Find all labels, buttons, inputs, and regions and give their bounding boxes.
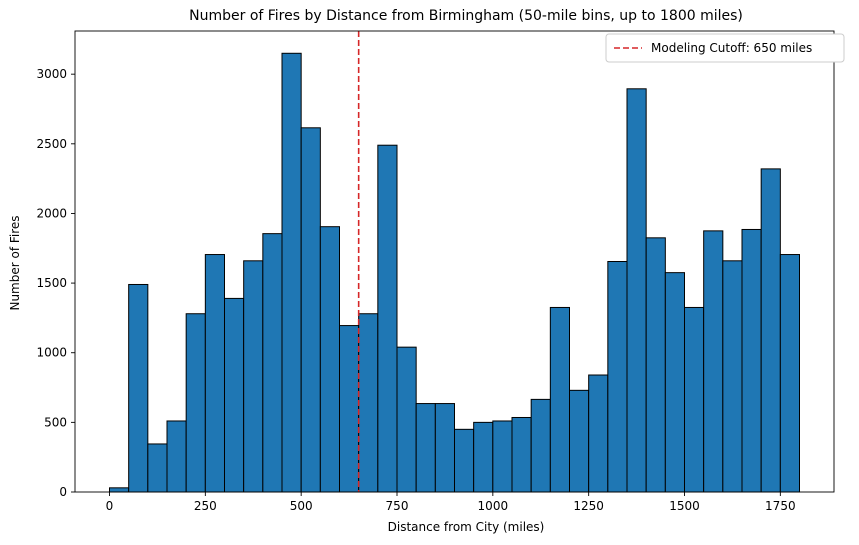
histogram-bar-0 xyxy=(109,487,130,493)
histogram-bar-24 xyxy=(569,389,590,493)
x-tick-label-5: 1250 xyxy=(573,499,604,513)
histogram-bar-6 xyxy=(224,297,245,493)
histogram-bar-17 xyxy=(434,403,456,493)
histogram-bar-25 xyxy=(588,374,609,493)
y-tick-label-5: 2500 xyxy=(36,137,67,151)
axes-group xyxy=(74,30,835,493)
histogram-bar-2 xyxy=(147,443,168,493)
y-tick-label-4: 2000 xyxy=(36,206,67,220)
histogram-bar-3 xyxy=(166,420,187,493)
histogram-bar-9 xyxy=(281,52,302,493)
histogram-bar-15 xyxy=(396,346,417,493)
y-axis-label: Number of Fires xyxy=(8,215,22,310)
histogram-bar-4 xyxy=(185,313,206,493)
chart-title: Number of Fires by Distance from Birming… xyxy=(189,8,743,24)
x-axis-label: Distance from City (miles) xyxy=(388,520,545,534)
y-tick-label-3: 1500 xyxy=(36,276,67,290)
y-tick-label-0: 0 xyxy=(59,485,67,499)
x-tick-label-4: 1000 xyxy=(478,499,509,513)
x-ticks-group: 0 250 500 750 1000 1250 1500 1750 xyxy=(106,492,796,513)
histogram-bar-16 xyxy=(415,403,436,493)
histogram-bar-12 xyxy=(339,325,360,493)
histogram-bar-29 xyxy=(664,272,685,493)
plot-frame xyxy=(74,30,835,493)
histogram-bar-35 xyxy=(779,254,800,493)
y-tick-label-1: 500 xyxy=(44,415,67,429)
histogram-bar-1 xyxy=(128,283,149,493)
histogram-bar-33 xyxy=(741,228,762,493)
histogram-bar-30 xyxy=(684,306,705,493)
x-tick-label-0: 0 xyxy=(106,499,114,513)
x-tick-label-2: 500 xyxy=(290,499,313,513)
histogram-bar-26 xyxy=(607,261,628,493)
x-tick-label-3: 750 xyxy=(386,499,409,513)
y-ticks-group: 0 500 1000 1500 2000 2500 3000 xyxy=(36,67,75,499)
x-tick-label-6: 1500 xyxy=(669,499,700,513)
legend-cutoff-label: Modeling Cutoff: 650 miles xyxy=(651,41,812,55)
histogram-bar-20 xyxy=(492,420,513,493)
histogram-bar-21 xyxy=(511,416,532,493)
histogram-bar-23 xyxy=(549,306,570,493)
histogram-bar-10 xyxy=(300,127,321,493)
legend-box xyxy=(605,33,845,63)
x-tick-label-1: 250 xyxy=(194,499,217,513)
histogram-bar-18 xyxy=(454,428,475,493)
histogram-bar-13 xyxy=(358,313,379,493)
histogram-bar-32 xyxy=(722,260,743,493)
y-tick-label-2: 1000 xyxy=(36,346,67,360)
y-tick-label-6: 3000 xyxy=(36,67,67,81)
histogram-bar-14 xyxy=(377,144,398,493)
histogram-bar-28 xyxy=(645,237,666,493)
histogram-bar-19 xyxy=(473,421,494,493)
bars-group xyxy=(109,52,800,493)
legend: Modeling Cutoff: 650 miles xyxy=(605,33,845,63)
histogram-bar-7 xyxy=(243,260,264,493)
histogram-bar-11 xyxy=(319,226,341,493)
histogram-bar-5 xyxy=(204,254,225,493)
x-tick-label-7: 1750 xyxy=(765,499,796,513)
histogram-bar-27 xyxy=(626,88,647,493)
histogram-bar-8 xyxy=(262,233,283,493)
histogram-bar-22 xyxy=(530,398,551,493)
histogram-bar-34 xyxy=(760,168,781,493)
histogram-bar-31 xyxy=(703,230,724,493)
